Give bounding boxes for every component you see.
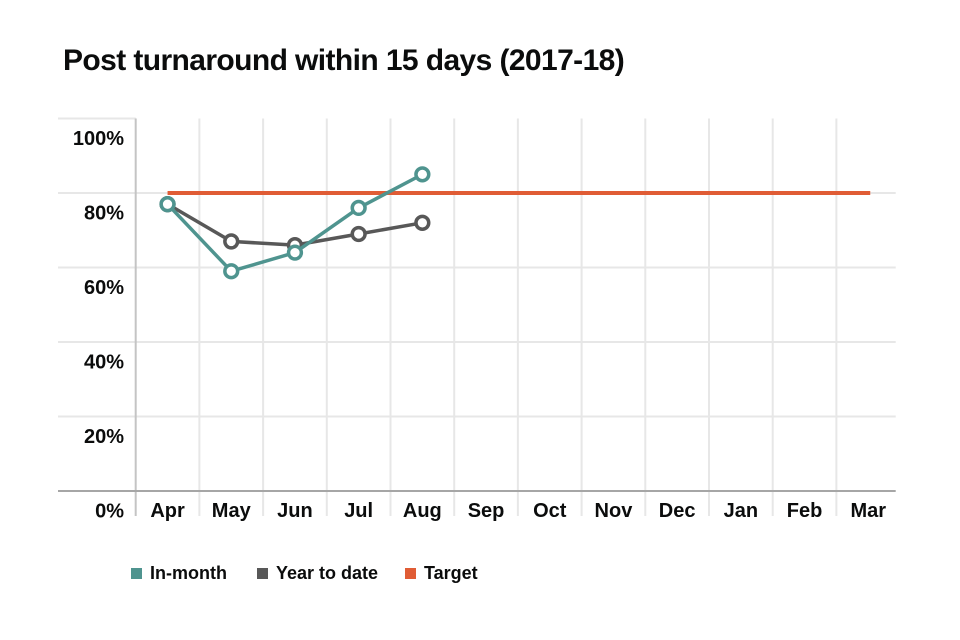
chart-title: Post turnaround within 15 days (2017-18) (63, 44, 625, 77)
x-axis-month-label: Aug (403, 500, 442, 522)
y-axis-tick-label: 80% (84, 203, 124, 225)
x-axis-month-label: Feb (787, 500, 823, 522)
y-axis-tick-label: 0% (95, 501, 124, 523)
x-axis-month-label: May (212, 500, 252, 522)
x-axis-month-label: Nov (595, 500, 634, 522)
legend-label-year-to-date: Year to date (276, 563, 379, 583)
year-to-date-swatch-icon (257, 568, 268, 579)
target-swatch-icon (405, 568, 416, 579)
x-axis-month-label: Jul (344, 500, 373, 522)
y-axis-tick-label: 20% (84, 426, 124, 448)
x-axis-month-label: Jun (277, 500, 313, 522)
legend-label-in-month: In-month (150, 563, 227, 583)
legend-item-in-month: In-month (131, 563, 227, 584)
x-axis-month-label: Mar (850, 500, 886, 522)
legend-item-year-to-date: Year to date (257, 563, 378, 584)
x-axis-month-label: Oct (533, 500, 567, 522)
legend-item-target: Target (405, 563, 478, 584)
in-month-swatch-icon (131, 568, 142, 579)
y-axis-tick-label: 100% (73, 128, 124, 150)
legend-label-target: Target (424, 563, 478, 583)
x-axis-month-label: Apr (150, 500, 185, 522)
y-axis-tick-label: 40% (84, 352, 124, 374)
x-axis-month-label: Sep (468, 500, 505, 522)
x-axis-month-label: Jan (724, 500, 758, 522)
y-axis-tick-label: 60% (84, 277, 124, 299)
x-axis-month-label: Dec (659, 500, 696, 522)
